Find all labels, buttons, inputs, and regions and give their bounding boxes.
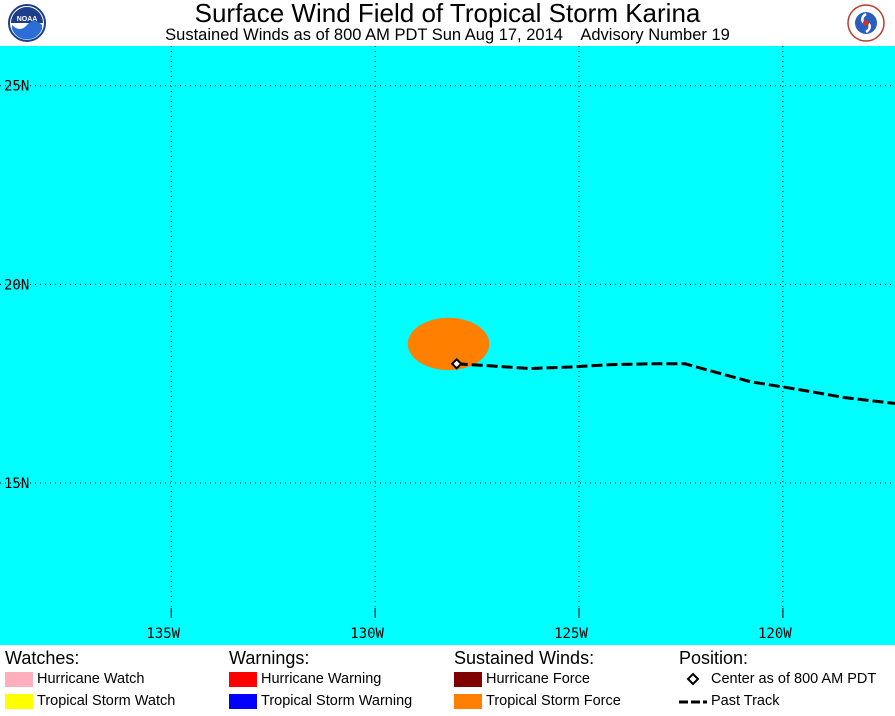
hurricane-force-swatch <box>454 672 482 687</box>
storm-center-diamond-icon <box>450 357 463 370</box>
dashed-line-icon <box>679 700 707 704</box>
legend-winds-heading: Sustained Winds: <box>454 648 595 668</box>
page-title: Surface Wind Field of Tropical Storm Kar… <box>194 0 701 28</box>
tropical-storm-watch-swatch <box>5 694 33 709</box>
svg-text:NOAA: NOAA <box>17 16 38 23</box>
past-track-line <box>456 362 895 405</box>
latitude-label: 15N <box>4 476 29 492</box>
legend-label: Hurricane Watch <box>37 671 145 687</box>
longitude-label: 135W <box>146 626 180 642</box>
legend-warnings-heading: Warnings: <box>229 648 310 668</box>
page-subtitle: Sustained Winds as of 800 AM PDT Sun Aug… <box>165 26 730 44</box>
legend-label: Past Track <box>711 693 780 709</box>
legend-label: Tropical Storm Force <box>486 693 621 709</box>
legend-label: Hurricane Warning <box>261 671 382 687</box>
legend-watches-heading: Watches: <box>5 648 80 668</box>
legend-label: Hurricane Force <box>486 671 590 687</box>
latitude-label: 20N <box>4 277 29 293</box>
hurricane-warning-swatch <box>229 672 257 687</box>
diamond-icon <box>686 672 700 686</box>
longitude-label: 120W <box>758 626 792 642</box>
wind-field-map: 25N 20N 15N 135W 130W 125W 120W <box>0 46 895 645</box>
tropical-storm-warning-swatch <box>229 694 257 709</box>
longitude-label: 125W <box>554 626 588 642</box>
legend-label: Tropical Storm Watch <box>37 693 176 709</box>
legend-label: Center as of 800 AM PDT <box>711 671 877 687</box>
legend-label: Tropical Storm Warning <box>261 693 413 709</box>
longitude-label: 130W <box>350 626 384 642</box>
legend-position-heading: Position: <box>679 648 749 668</box>
tropical-storm-force-wind-field <box>407 317 490 371</box>
legend: Watches: Hurricane Watch Tropical Storm … <box>0 645 895 716</box>
noaa-logo: NOAA <box>8 4 46 42</box>
hurricane-watch-swatch <box>5 672 33 687</box>
latitude-label: 25N <box>4 79 29 95</box>
nws-logo <box>847 4 885 42</box>
tropical-storm-force-swatch <box>454 694 482 709</box>
header: NOAA Surface Wind Field of Tropical Stor… <box>0 0 895 46</box>
